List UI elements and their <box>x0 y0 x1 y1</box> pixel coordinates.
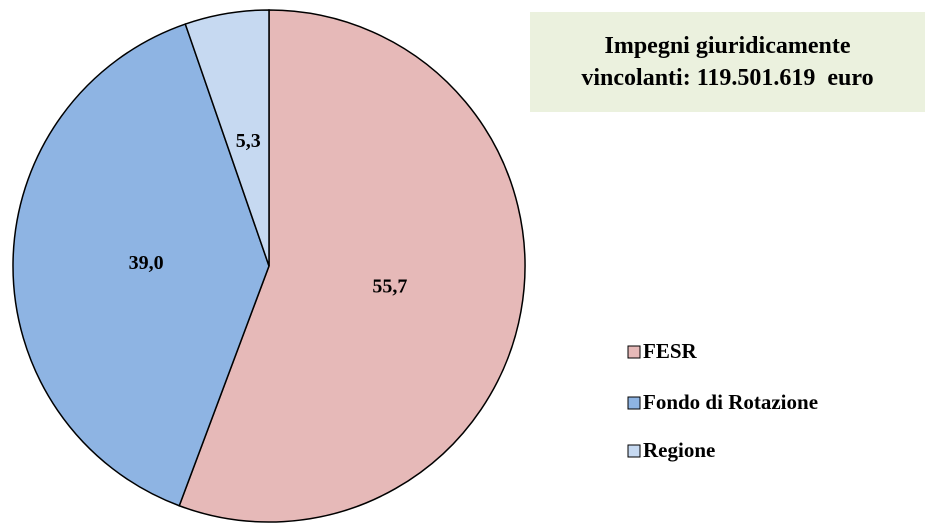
chart-title: Impegni giuridicamente vincolanti: 119.5… <box>581 33 874 91</box>
data-label: 55,7 <box>372 275 407 297</box>
data-label: 39,0 <box>129 252 164 274</box>
legend-label: Fondo di Rotazione <box>643 390 818 414</box>
legend-label: Regione <box>643 438 715 462</box>
legend-swatch <box>627 444 641 458</box>
pie-slice <box>178 9 526 523</box>
legend-label: FESR <box>643 339 698 363</box>
title-box: Impegni giuridicamente vincolanti: 119.5… <box>530 12 925 112</box>
pie-slice <box>12 23 270 507</box>
data-label: 5,3 <box>236 130 261 152</box>
legend-swatch <box>627 396 641 410</box>
pie-slice <box>184 9 270 267</box>
legend-swatch <box>627 345 641 359</box>
